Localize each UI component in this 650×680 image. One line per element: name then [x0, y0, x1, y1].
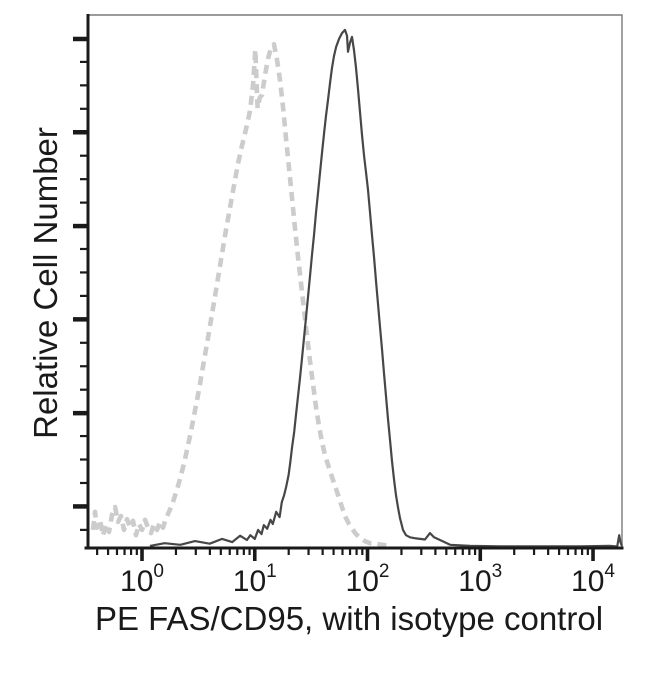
plot-frame [88, 14, 623, 548]
x-tick-label-1e0: 100 [120, 561, 164, 598]
x-tick-label-1e2: 102 [346, 561, 390, 598]
plot-area: 100 101 102 103 104 [73, 14, 624, 598]
x-tick-label-1e3: 103 [458, 561, 502, 598]
x-axis-title: PE FAS/CD95, with isotype control [95, 600, 603, 637]
y-axis-title: Relative Cell Number [27, 127, 64, 439]
x-tick-label-1e1: 101 [233, 561, 277, 598]
series-curve-isotype-control [90, 41, 391, 549]
series-curve-pe-fas-cd95 [149, 28, 624, 548]
x-tick-label-1e4: 104 [571, 561, 615, 598]
